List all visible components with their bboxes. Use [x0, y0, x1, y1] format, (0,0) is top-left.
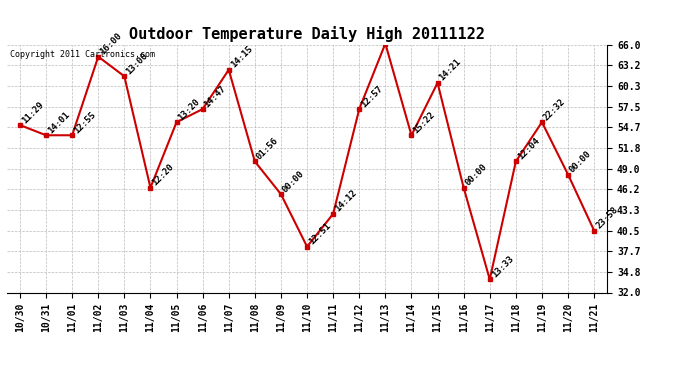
Text: 12:57: 12:57	[359, 84, 384, 109]
Text: 14:47: 14:47	[203, 84, 228, 109]
Text: 15:22: 15:22	[411, 110, 437, 135]
Text: 13:49: 13:49	[0, 374, 1, 375]
Text: 12:51: 12:51	[307, 221, 333, 247]
Text: 13:00: 13:00	[124, 51, 150, 76]
Text: 00:00: 00:00	[568, 149, 593, 175]
Text: 11:29: 11:29	[20, 100, 46, 125]
Text: 01:56: 01:56	[255, 136, 280, 162]
Text: 14:12: 14:12	[333, 189, 359, 214]
Text: 12:04: 12:04	[516, 136, 541, 162]
Text: 14:15: 14:15	[229, 44, 254, 70]
Text: 13:20: 13:20	[177, 97, 202, 122]
Text: 14:01: 14:01	[46, 110, 72, 135]
Text: 00:00: 00:00	[281, 169, 306, 194]
Text: 16:00: 16:00	[98, 31, 124, 57]
Title: Outdoor Temperature Daily High 20111122: Outdoor Temperature Daily High 20111122	[129, 27, 485, 42]
Text: 22:32: 22:32	[542, 97, 567, 122]
Text: 00:00: 00:00	[464, 162, 489, 188]
Text: 12:20: 12:20	[150, 162, 176, 188]
Text: 14:21: 14:21	[437, 57, 463, 83]
Text: 12:55: 12:55	[72, 110, 97, 135]
Text: 23:58: 23:58	[594, 205, 620, 231]
Text: 13:33: 13:33	[490, 254, 515, 279]
Text: Copyright 2011 Cartronics.com: Copyright 2011 Cartronics.com	[10, 50, 155, 59]
